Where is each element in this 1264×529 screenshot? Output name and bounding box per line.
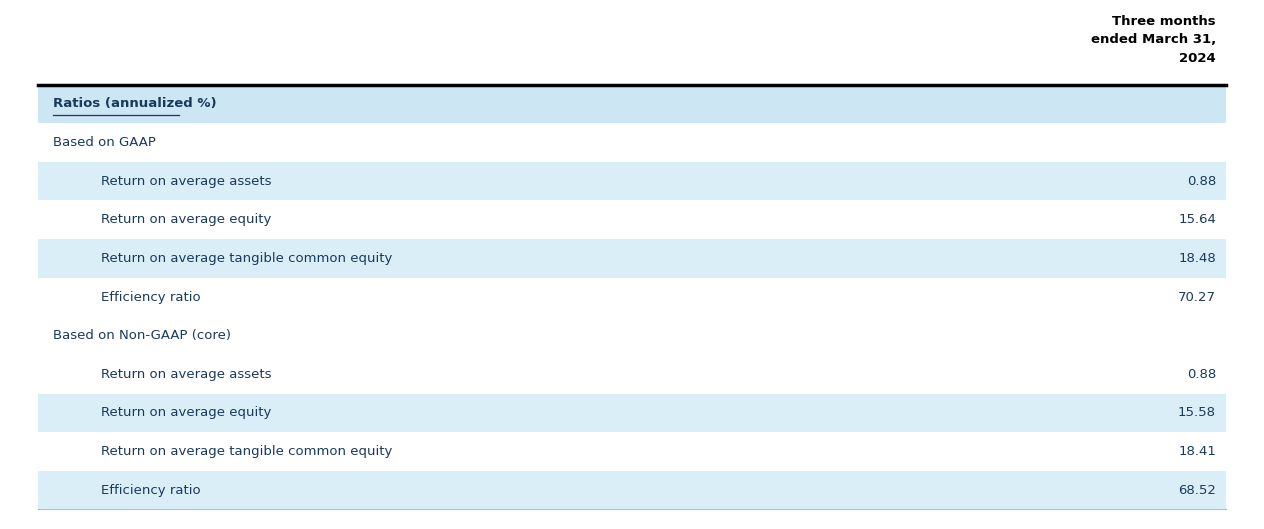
- Text: Return on average equity: Return on average equity: [101, 406, 272, 419]
- Bar: [38, 278, 1226, 316]
- Text: Ratios (annualized %): Ratios (annualized %): [53, 97, 216, 111]
- Text: Return on average tangible common equity: Return on average tangible common equity: [101, 252, 393, 265]
- Text: Based on GAAP: Based on GAAP: [53, 136, 155, 149]
- Bar: [38, 355, 1226, 394]
- Text: ended March 31,: ended March 31,: [1091, 33, 1216, 46]
- Text: 2024: 2024: [1179, 52, 1216, 65]
- Text: 70.27: 70.27: [1178, 290, 1216, 304]
- Bar: [38, 316, 1226, 355]
- Text: 18.41: 18.41: [1178, 445, 1216, 458]
- Bar: [38, 85, 1226, 123]
- Bar: [38, 432, 1226, 471]
- Bar: [38, 471, 1226, 509]
- Bar: [38, 394, 1226, 432]
- Text: Return on average equity: Return on average equity: [101, 213, 272, 226]
- Text: Return on average assets: Return on average assets: [101, 368, 272, 381]
- Bar: [38, 162, 1226, 200]
- Text: Return on average assets: Return on average assets: [101, 175, 272, 188]
- Text: 15.64: 15.64: [1178, 213, 1216, 226]
- Bar: [38, 123, 1226, 162]
- Text: Efficiency ratio: Efficiency ratio: [101, 484, 201, 497]
- Text: 18.48: 18.48: [1178, 252, 1216, 265]
- Text: 0.88: 0.88: [1187, 368, 1216, 381]
- Bar: [38, 200, 1226, 239]
- Text: Three months: Three months: [1112, 15, 1216, 28]
- Bar: [38, 239, 1226, 278]
- Text: Based on Non-GAAP (core): Based on Non-GAAP (core): [53, 329, 231, 342]
- Text: 15.58: 15.58: [1178, 406, 1216, 419]
- Text: 0.88: 0.88: [1187, 175, 1216, 188]
- Text: Efficiency ratio: Efficiency ratio: [101, 290, 201, 304]
- Text: Return on average tangible common equity: Return on average tangible common equity: [101, 445, 393, 458]
- Text: 68.52: 68.52: [1178, 484, 1216, 497]
